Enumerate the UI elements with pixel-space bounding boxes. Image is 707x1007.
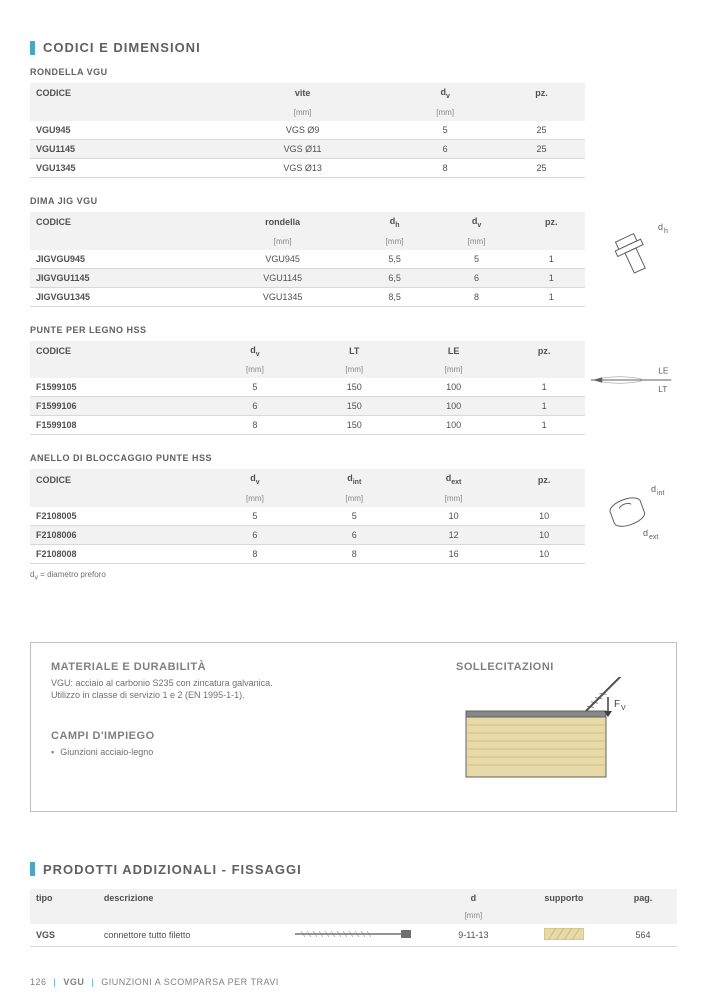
svg-text:d: d [651, 484, 656, 494]
table-prodotti: tipo descrizione d supporto pag. [mm] VG… [30, 889, 677, 947]
table-row: VGS connettore tutto filetto 9-11-13 [30, 924, 677, 947]
table-row: VGU1145VGS Ø11625 [30, 139, 585, 158]
subtable-title: DIMA JIG VGU [30, 196, 585, 206]
screw-icon [293, 929, 413, 939]
table-row: F159910551501001 [30, 378, 585, 397]
footnote-dv: dv = diametro preforo [30, 570, 677, 582]
svg-text:ext: ext [649, 534, 658, 541]
svg-text:V: V [621, 705, 626, 712]
table-row: VGU1345VGS Ø13825 [30, 158, 585, 177]
table-row: JIGVGU945VGU9455,551 [30, 250, 585, 269]
subtable-title: ANELLO DI BLOCCAGGIO PUNTE HSS [30, 453, 585, 463]
section-header-codici: CODICI E DIMENSIONI [30, 40, 677, 55]
th-codice: CODICE [30, 83, 213, 104]
footer-code: VGU [63, 977, 84, 987]
page-num: 126 [30, 977, 47, 987]
section-marker [30, 862, 35, 876]
svg-text:int: int [657, 490, 664, 497]
sollec-heading: SOLLECITAZIONI [456, 661, 656, 673]
table-row: F2108005551010 [30, 507, 585, 526]
material-heading: MATERIALE E DURABILITÀ [51, 661, 384, 673]
campi-bullet: Giunzioni acciaio-legno [51, 746, 384, 759]
label-lt: LT [658, 384, 667, 394]
table-zone-rondella: RONDELLA VGU CODICE vite dv pz. [mm] [mm… [30, 67, 677, 178]
page-footer: 126 | VGU | GIUNZIONI A SCOMPARSA PER TR… [30, 977, 677, 987]
illus-punte: LE LT [585, 325, 675, 436]
footer-desc: GIUNZIONI A SCOMPARSA PER TRAVI [101, 977, 279, 987]
table-row: JIGVGU1145VGU11456,561 [30, 268, 585, 287]
subtable-title: PUNTE PER LEGNO HSS [30, 325, 585, 335]
table-row: JIGVGU1345VGU13458,581 [30, 287, 585, 306]
table-row: F159910661501001 [30, 397, 585, 416]
table-row: F159910881501001 [30, 416, 585, 435]
section-title: PRODOTTI ADDIZIONALI - FISSAGGI [43, 862, 302, 877]
sollec-diagram: FV [456, 677, 646, 787]
table-dimajig: CODICE rondella dh dv pz. [mm] [mm] [mm]… [30, 212, 585, 307]
table-rondella: CODICE vite dv pz. [mm] [mm] VGU945VGS Ø… [30, 83, 585, 178]
table-anello: CODICE dv dint dext pz. [mm] [mm] [mm] F… [30, 469, 585, 564]
subtable-title: RONDELLA VGU [30, 67, 585, 77]
svg-text:h: h [664, 228, 668, 235]
svg-text:d: d [643, 528, 648, 538]
table-punte: CODICE dv LT LE pz. [mm] [mm] [mm] F1599… [30, 341, 585, 436]
label-le: LE [658, 365, 669, 375]
table-row: F2108006661210 [30, 526, 585, 545]
th-dv: dv [392, 83, 498, 104]
wood-icon [544, 928, 584, 940]
section-marker [30, 41, 35, 55]
th-pz: pz. [498, 83, 585, 104]
svg-text:F: F [614, 699, 620, 710]
section-title: CODICI E DIMENSIONI [43, 40, 201, 55]
material-text: VGU: acciaio al carbonio S235 con zincat… [51, 677, 384, 702]
th-vite: vite [213, 83, 392, 104]
table-row: F2108008881610 [30, 545, 585, 564]
section-header-prodotti: PRODOTTI ADDIZIONALI - FISSAGGI [30, 862, 677, 877]
table-zone-dimajig: DIMA JIG VGU CODICE rondella dh dv pz. [… [30, 196, 677, 307]
table-zone-punte: PUNTE PER LEGNO HSS CODICE dv LT LE pz. … [30, 325, 677, 436]
illus-dimajig: dh [585, 196, 675, 307]
info-box: MATERIALE E DURABILITÀ VGU: acciaio al c… [30, 642, 677, 812]
table-zone-anello: ANELLO DI BLOCCAGGIO PUNTE HSS CODICE dv… [30, 453, 677, 564]
table-row: VGU945VGS Ø9525 [30, 121, 585, 140]
campi-heading: CAMPI D'IMPIEGO [51, 730, 384, 742]
illus-anello: dint dext [585, 453, 675, 564]
svg-text:d: d [658, 222, 663, 232]
